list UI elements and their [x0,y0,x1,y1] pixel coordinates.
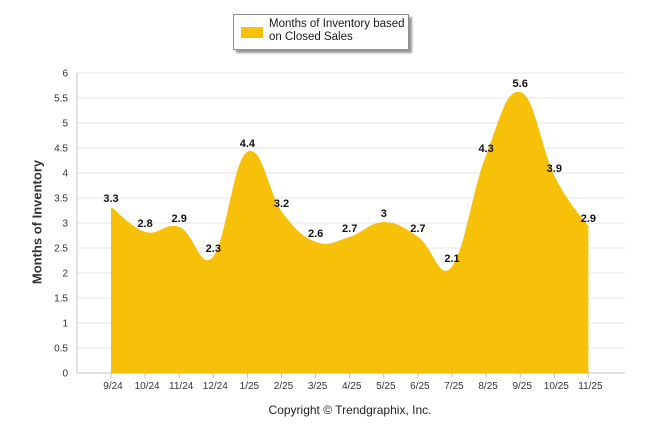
x-tick-label: 6/25 [410,381,430,392]
x-tick-label: 12/24 [203,381,228,392]
data-label: 3.3 [103,193,118,205]
y-tick-label: 4.5 [54,144,68,155]
data-label: 4.3 [478,143,493,155]
data-label: 2.7 [410,223,425,235]
legend-swatch [241,27,263,38]
legend-label-line2: on Closed Sales [269,31,353,43]
data-label: 5.6 [513,78,528,90]
series-area [111,92,589,374]
x-tick-label: 10/25 [544,381,569,392]
y-tick-label: 1.5 [54,294,68,305]
data-label: 2.6 [308,228,323,240]
x-tick-label: 7/25 [444,381,464,392]
legend: Months of Inventory based on Closed Sale… [233,14,409,50]
x-tick-label: 11/25 [578,381,603,392]
y-tick-label: 3.5 [54,194,68,205]
data-label: 2.3 [206,243,221,255]
data-label: 3.9 [547,163,562,175]
data-label: 4.4 [240,138,256,150]
data-label: 2.7 [342,223,357,235]
x-tick-label: 5/25 [376,381,396,392]
data-label: 2.9 [581,213,596,225]
data-label: 2.9 [172,213,187,225]
y-tick-label: 3 [62,219,68,230]
x-tick-label: 3/25 [308,381,328,392]
data-label: 2.1 [444,253,459,265]
x-tick-label: 1/25 [240,381,260,392]
x-tick-label: 4/25 [342,381,362,392]
y-tick-label: 6 [62,69,68,80]
x-tick-label: 9/25 [512,381,532,392]
data-label: 2.8 [137,218,152,230]
y-tick-label: 0.5 [54,344,68,355]
y-axis-label: Months of Inventory [29,159,45,285]
x-tick-label: 2/25 [274,381,294,392]
y-tick-label: 1 [62,319,68,330]
y-tick-label: 0 [62,369,68,380]
x-tick-label: 8/25 [478,381,498,392]
legend-label: Months of Inventory based on Closed Sale… [269,18,409,44]
y-tick-label: 2.5 [54,244,68,255]
legend-label-line1: Months of Inventory based [269,18,405,30]
x-tick-label: 11/24 [169,381,194,392]
data-label: 3.2 [274,198,289,210]
data-label: 3 [381,208,387,220]
series-line [110,91,590,273]
y-tick-label: 4 [62,169,68,180]
copyright-footer: Copyright © Trendgraphix, Inc. [268,403,432,417]
y-tick-label: 5 [62,119,68,130]
x-tick-label: 10/24 [135,381,160,392]
x-tick-label: 9/24 [103,381,123,392]
y-tick-label: 5.5 [54,94,68,105]
y-tick-label: 2 [62,269,68,280]
